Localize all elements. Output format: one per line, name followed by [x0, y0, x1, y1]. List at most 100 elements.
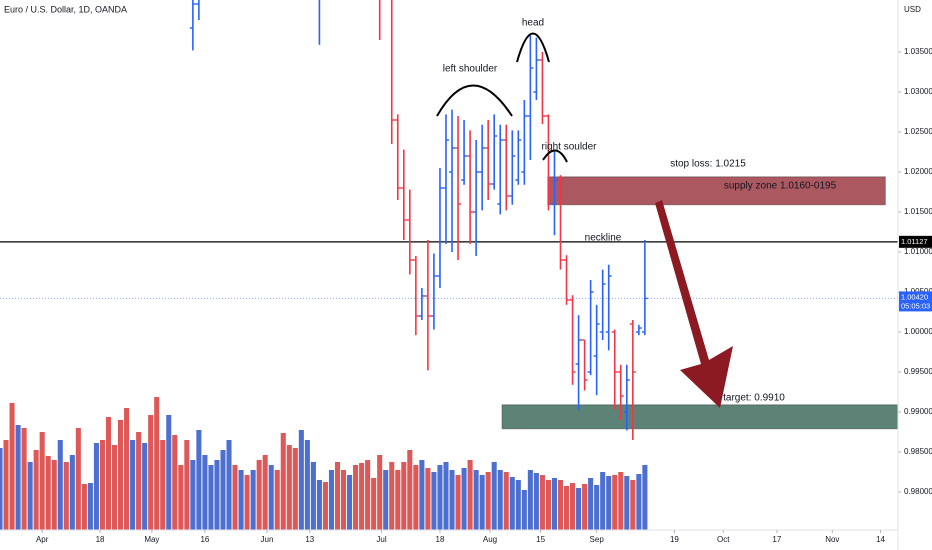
- volume-bar: [636, 474, 642, 530]
- volume-bar: [467, 460, 473, 530]
- volume-bar: [190, 460, 196, 530]
- volume-bar: [328, 470, 335, 530]
- y-tick-label: 1.03500: [904, 47, 932, 56]
- volume-bar: [196, 430, 202, 530]
- volume-bar: [75, 428, 81, 530]
- current-price-label: 1.00420: [901, 292, 928, 301]
- volume-bar: [461, 468, 467, 530]
- y-tick-label: 0.98000: [904, 487, 932, 496]
- volume-bar: [630, 480, 636, 530]
- volume-bar: [395, 470, 401, 530]
- volume-bar: [425, 468, 431, 530]
- y-tick-label: 1.03000: [904, 87, 932, 96]
- volume-bar: [353, 465, 359, 530]
- volume-bar: [431, 472, 437, 530]
- volume-bar: [226, 440, 232, 530]
- x-tick-label: 14: [876, 535, 885, 544]
- zone: [547, 176, 886, 206]
- volume-bar: [220, 450, 226, 530]
- volume-bar: [262, 455, 268, 530]
- y-tick-label: 0.99000: [904, 407, 932, 416]
- x-tick-label: Nov: [825, 535, 839, 544]
- y-tick-label: 1.01000: [904, 247, 932, 256]
- x-tick-label: Sep: [590, 535, 605, 544]
- volume-bar: [437, 465, 443, 530]
- volume-bar: [491, 462, 497, 530]
- volume-bar: [509, 477, 515, 530]
- x-tick-label: Aug: [483, 535, 497, 544]
- volume-bar: [539, 475, 545, 530]
- volume-bar: [407, 450, 413, 530]
- volume-bar: [455, 475, 461, 530]
- volume-bar: [51, 460, 57, 530]
- x-tick-label: Oct: [717, 535, 730, 544]
- volume-bar: [347, 475, 353, 530]
- volume-bar: [33, 450, 39, 530]
- current-price-box: [899, 291, 932, 312]
- left-shoulder-label: left shoulder: [443, 64, 498, 75]
- volume-bar: [118, 420, 124, 530]
- volume-bar: [136, 432, 142, 530]
- volume-bar: [340, 470, 347, 530]
- volume-bar: [124, 408, 130, 530]
- volume-bar: [624, 476, 630, 530]
- countdown-label: 05:05:03: [901, 301, 930, 310]
- y-tick-label: 0.98500: [904, 447, 932, 456]
- volume-bar: [99, 440, 105, 530]
- volume-bar: [214, 460, 220, 530]
- volume-bar: [148, 415, 154, 530]
- volume-bar: [93, 443, 99, 530]
- volume-bar: [81, 484, 87, 530]
- y-tick-label: 0.99500: [904, 367, 932, 376]
- y-tick-label: 1.00000: [904, 327, 932, 336]
- volume-bar: [545, 480, 551, 530]
- volume-bar: [521, 490, 527, 530]
- volume-bar: [563, 486, 570, 530]
- volume-bar: [208, 465, 214, 530]
- x-tick-label: Jul: [376, 535, 386, 544]
- volume-bar: [172, 435, 178, 530]
- volume-bar: [111, 445, 118, 530]
- volume-bar: [3, 440, 9, 530]
- volume-bar: [250, 470, 256, 530]
- x-tick-label: 18: [436, 535, 445, 544]
- left-shoulder-arc: [436, 84, 513, 117]
- supply-zone-label: supply zone 1.0160-0195: [724, 181, 837, 192]
- y-tick-label: 1.02500: [904, 127, 932, 136]
- volume-bar: [473, 470, 479, 530]
- x-tick-label: 16: [200, 535, 209, 544]
- volume-bar: [334, 462, 341, 530]
- volume-bar: [612, 475, 618, 530]
- volume-bar: [594, 485, 600, 530]
- volume-bar: [365, 460, 371, 530]
- volume-bar: [582, 484, 588, 530]
- volume-bar: [105, 417, 112, 530]
- volume-bar: [154, 397, 160, 530]
- zone: [501, 404, 898, 430]
- stop-loss-label: stop loss: 1.0215: [670, 159, 746, 170]
- x-tick-label: 17: [772, 535, 781, 544]
- volume-bar: [533, 473, 539, 530]
- x-tick-label: 15: [536, 535, 545, 544]
- volume-bar: [130, 440, 136, 530]
- volume-bar: [298, 430, 304, 530]
- volume-bar: [503, 472, 509, 530]
- right-shoulder-label: right soulder: [541, 142, 597, 153]
- volume-bar: [515, 480, 521, 530]
- neckline-axis-label: 1.01127: [901, 237, 928, 246]
- volume-bar: [280, 433, 286, 530]
- volume-bar: [27, 462, 33, 530]
- volume-bar: [371, 478, 377, 530]
- volume-bar: [63, 462, 69, 530]
- volume-bar: [383, 470, 389, 530]
- volume-bar: [178, 465, 184, 530]
- volume-bar: [304, 440, 310, 530]
- annotations: left shoulder head right soulder necklin…: [436, 18, 837, 408]
- volume-bar: [39, 432, 45, 530]
- volume-bar: [316, 480, 322, 530]
- volume-bar: [310, 462, 316, 530]
- volume-bar: [256, 460, 262, 530]
- currency-label: USD: [904, 5, 921, 14]
- chart-title: Euro / U.S. Dollar, 1D, OANDA: [4, 4, 127, 14]
